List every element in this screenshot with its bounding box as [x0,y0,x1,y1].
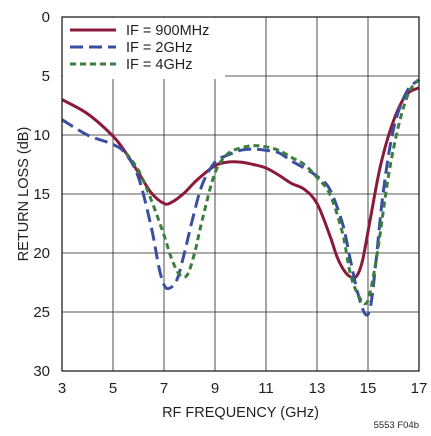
x-tick-label: 11 [258,380,274,397]
y-tick-label: 15 [33,186,50,203]
series-line-if-2ghz [61,78,421,317]
tick-labels: 3 5 7 9 11 13 15 17 0 5 10 15 20 25 30 [33,9,427,397]
x-tick-label: 7 [160,380,168,397]
plot-frame [61,16,420,372]
y-tick-label: 25 [33,304,50,321]
figure-code: 5553 F04b [374,420,419,431]
x-tick-label: 13 [309,380,326,397]
legend-label-if-4ghz: IF = 4GHz [126,57,192,73]
y-tick-label: 0 [42,9,50,26]
plot-series [61,78,421,317]
x-tick-label: 9 [211,380,219,397]
legend-label-if-2ghz: IF = 2GHz [126,40,192,56]
legend-label-if-900mhz: IF = 900MHz [126,23,209,39]
y-tick-label: 5 [42,68,50,85]
y-tick-label: 10 [33,127,50,144]
x-tick-label: 3 [58,380,66,397]
y-tick-label: 20 [33,245,50,262]
x-tick-label: 17 [411,380,428,397]
x-tick-label: 5 [109,380,117,397]
y-tick-label: 30 [33,363,50,380]
y-axis-title: RETURN LOSS (dB) [16,127,32,262]
x-axis-title: RF FREQUENCY (GHz) [162,405,319,421]
series-line-if-900mhz [61,86,420,280]
series-line-if-4ghz [124,78,421,306]
x-tick-label: 15 [360,380,377,397]
